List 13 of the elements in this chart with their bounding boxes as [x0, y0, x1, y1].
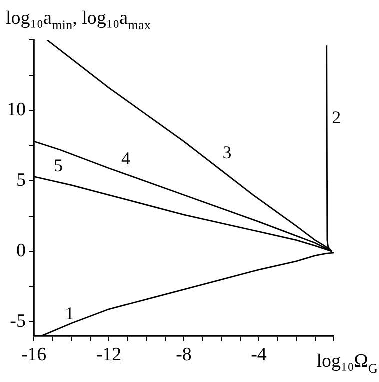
y-tick-label: 5: [16, 170, 26, 192]
y-tick-label: -5: [10, 311, 26, 332]
y-tick-label: 10: [7, 100, 26, 121]
x-tick-label: -12: [96, 344, 122, 366]
annotation: 1: [65, 303, 74, 324]
annotation: 5: [54, 155, 63, 176]
x-tick-label: -8: [176, 344, 192, 366]
annotation: 4: [122, 148, 130, 168]
x-tick-label: -16: [21, 344, 47, 366]
annotation: 3: [222, 142, 232, 163]
y-tick-label: 0: [16, 240, 26, 262]
x-tick-label: -4: [251, 344, 268, 366]
annotation: 2: [332, 107, 342, 128]
